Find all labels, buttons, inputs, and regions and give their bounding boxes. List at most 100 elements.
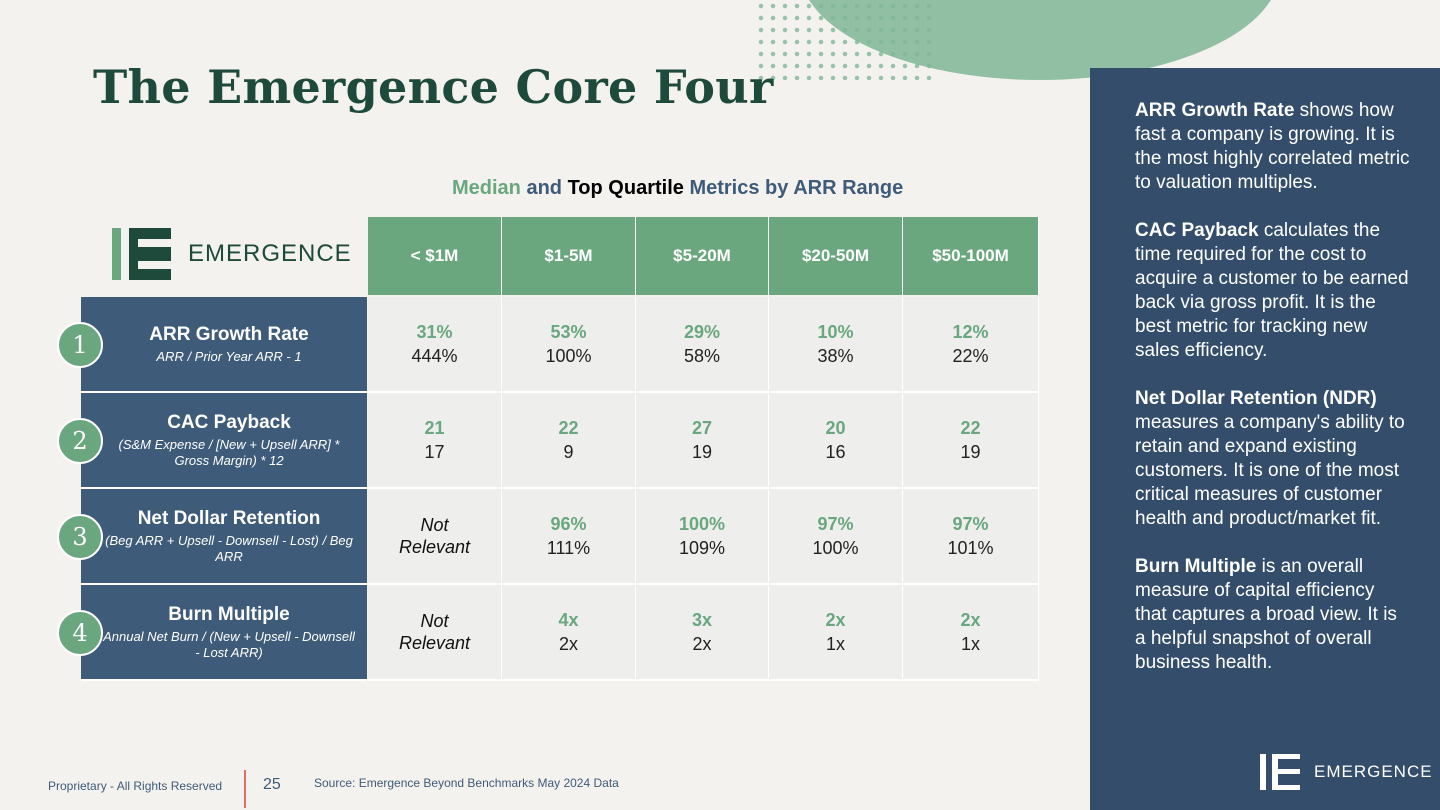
top-quartile-value: 16 — [825, 442, 846, 462]
top-quartile-value: 1x — [825, 634, 845, 654]
median-value: 20 — [825, 418, 846, 438]
median-value: 21 — [424, 418, 445, 438]
emergence-logo-text: EMERGENCE — [188, 240, 352, 267]
median-value: 2x — [960, 610, 981, 630]
top-quartile-value: 2x — [558, 634, 578, 654]
metric-cell: 96% 111% — [502, 489, 636, 585]
metric-cell: 22 9 — [502, 393, 636, 489]
metric-cell: 21 17 — [368, 393, 502, 489]
metric-formula: (Beg ARR + Upsell - Downsell - Lost) / B… — [105, 532, 353, 564]
metric-cell: 22 19 — [903, 393, 1039, 489]
metric-cell: 2x 1x — [903, 585, 1039, 681]
metric-formula: (S&M Expense / [New + Upsell ARR] * Gros… — [118, 436, 340, 468]
sidebar-text: ARR Growth Rate shows how fast a company… — [1135, 99, 1410, 699]
median-value: 29% — [683, 322, 721, 342]
metric-cell: 4x 2x — [502, 585, 636, 681]
metric-formula: Annual Net Burn / (New + Upsell - Downse… — [103, 628, 355, 660]
footer-source: Source: Emergence Beyond Benchmarks May … — [314, 776, 619, 790]
metric-cell: 29% 58% — [636, 297, 769, 393]
metric-name: Burn Multiple — [168, 603, 290, 625]
metric-number-badge: 1 — [57, 322, 103, 368]
median-value: 2x — [825, 610, 846, 630]
column-header: $5-20M — [636, 217, 769, 295]
median-value: 12% — [952, 322, 989, 342]
metric-cell: Not Relevant — [368, 489, 502, 585]
median-value: 97% — [817, 514, 854, 534]
metric-cell: 10% 38% — [769, 297, 903, 393]
median-value: 4x — [558, 610, 579, 630]
metric-cell: 31% 444% — [368, 297, 502, 393]
sidebar-paragraph: Burn Multiple is an overall measure of c… — [1135, 556, 1397, 673]
median-value: 10% — [817, 322, 854, 342]
metric-formula: ARR / Prior Year ARR - 1 — [156, 348, 302, 364]
subtitle-median: Median — [452, 177, 521, 199]
median-value: 53% — [550, 322, 587, 342]
footer-proprietary: Proprietary - All Rights Reserved — [48, 779, 223, 793]
top-quartile-value: 109% — [678, 538, 726, 558]
column-header: $50-100M — [903, 217, 1039, 295]
top-quartile-value: 9 — [563, 442, 574, 462]
column-header: $20-50M — [769, 217, 903, 295]
metric-cell: 97% 101% — [903, 489, 1039, 585]
emergence-logo-icon — [112, 228, 172, 280]
page-title: The Emergence Core Four — [93, 60, 774, 114]
column-header: < $1M — [368, 217, 502, 295]
metric-cell: 12% 22% — [903, 297, 1039, 393]
median-value: 97% — [952, 514, 989, 534]
median-value: 3x — [691, 610, 713, 630]
sidebar-paragraph: Net Dollar Retention (NDR) measures a co… — [1135, 388, 1405, 529]
top-quartile-value: 1x — [960, 634, 980, 654]
metric-cell: 20 16 — [769, 393, 903, 489]
metric-cell: 53% 100% — [502, 297, 636, 393]
metric-name: Net Dollar Retention — [137, 507, 321, 529]
subtitle-top-quartile: Top Quartile — [567, 177, 684, 199]
sidebar-logo: EMERGENCE — [1260, 754, 1433, 790]
top-quartile-value: 2x — [692, 634, 712, 654]
top-quartile-value: 19 — [960, 442, 981, 462]
metric-cell: 27 19 — [636, 393, 769, 489]
sidebar-paragraph: ARR Growth Rate shows how fast a company… — [1135, 100, 1410, 193]
top-quartile-value: 38% — [817, 346, 854, 366]
median-value: 27 — [691, 418, 713, 438]
metric-name: ARR Growth Rate — [149, 323, 309, 345]
metric-cell: 97% 100% — [769, 489, 903, 585]
metric-number-badge: 4 — [57, 610, 103, 656]
subtitle-rest: Metrics by ARR Range — [683, 177, 904, 199]
subtitle-and: and — [520, 177, 568, 199]
top-quartile-value: 22% — [952, 346, 989, 366]
emergence-logo: EMERGENCE — [112, 228, 352, 280]
metric-cell: 100% 109% — [636, 489, 769, 585]
top-quartile-value: 58% — [683, 346, 721, 366]
median-value: 96% — [550, 514, 587, 534]
top-quartile-value: 100% — [545, 346, 592, 366]
median-value: 22 — [558, 418, 579, 438]
sidebar-panel — [1090, 68, 1440, 810]
metric-name: CAC Payback — [167, 411, 291, 433]
decorative-dots — [755, 0, 935, 80]
median-value: 100% — [678, 514, 726, 534]
not-relevant-text: Not Relevant — [398, 611, 471, 653]
metric-cell: 3x 2x — [636, 585, 769, 681]
top-quartile-value: 111% — [546, 538, 591, 558]
page-number: 25 — [263, 776, 281, 793]
footer-divider — [244, 770, 246, 808]
metric-number-badge: 2 — [57, 418, 103, 464]
column-header: $1-5M — [502, 217, 636, 295]
top-quartile-value: 17 — [424, 442, 445, 462]
median-value: 31% — [416, 322, 453, 342]
not-relevant-text: Not Relevant — [398, 515, 471, 557]
top-quartile-value: 101% — [947, 538, 994, 558]
sidebar-logo-icon — [1260, 754, 1300, 790]
sidebar-paragraph: CAC Payback calculates the time required… — [1135, 220, 1409, 361]
sidebar-logo-text: EMERGENCE — [1314, 762, 1433, 781]
metric-cell: Not Relevant — [368, 585, 502, 681]
table-subtitle: Median and Top Quartile Metrics by ARR R… — [452, 177, 903, 200]
metric-cell: 2x 1x — [769, 585, 903, 681]
metric-label: Burn Multiple Annual Net Burn / (New + Up… — [81, 585, 367, 681]
metric-label: ARR Growth Rate ARR / Prior Year ARR - 1 — [81, 297, 367, 393]
metric-number-badge: 3 — [57, 514, 103, 560]
top-quartile-value: 19 — [691, 442, 713, 462]
top-quartile-value: 100% — [812, 538, 859, 558]
top-quartile-value: 444% — [411, 346, 458, 366]
metric-label: Net Dollar Retention (Beg ARR + Upsell - … — [81, 489, 367, 585]
